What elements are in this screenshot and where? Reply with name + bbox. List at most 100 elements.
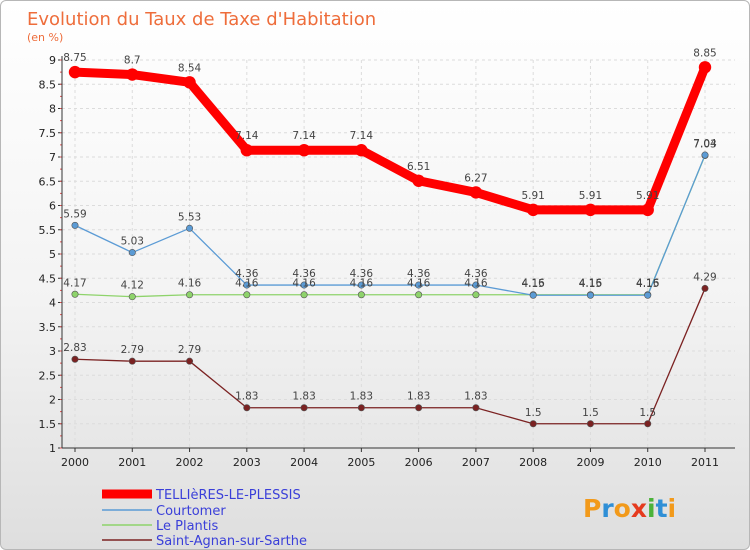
legend-label-1: Courtomer xyxy=(156,504,226,519)
series-0-label-5: 7.14 xyxy=(350,130,374,142)
series-3-point-6 xyxy=(415,404,423,412)
series-line-2 xyxy=(74,154,706,298)
series-line-3 xyxy=(74,287,706,425)
series-1-label-8: 4.15 xyxy=(521,278,544,290)
series-1-label-5: 4.36 xyxy=(350,268,374,280)
series-1-label-10: 4.15 xyxy=(636,278,659,290)
series-1-point-10 xyxy=(644,291,652,299)
series-0-point-10 xyxy=(641,203,654,217)
series-2-label-6: 4.16 xyxy=(407,278,431,290)
y-tick-label-14: 8 xyxy=(49,103,56,116)
series-3-point-7 xyxy=(472,404,480,412)
series-3-point-8 xyxy=(529,420,537,428)
series-2-label-9: 4.16 xyxy=(579,278,603,290)
series-2-label-3: 4.16 xyxy=(235,278,259,290)
series-0-label-4: 7.14 xyxy=(292,130,316,142)
series-1-point-2 xyxy=(186,224,194,232)
series-2-point-6 xyxy=(415,291,423,299)
series-3-label-11: 4.29 xyxy=(693,271,716,283)
series-0-label-6: 6.51 xyxy=(407,161,430,173)
series-0-label-10: 5.91 xyxy=(636,190,659,202)
series-3-label-9: 1.5 xyxy=(582,407,599,419)
series-0-label-11: 8.85 xyxy=(693,47,716,59)
series-3-label-4: 1.83 xyxy=(292,391,315,403)
logo-letter-4: i xyxy=(647,494,656,523)
series-0-label-0: 8.75 xyxy=(63,52,86,64)
series-1-label-2: 5.53 xyxy=(178,211,201,223)
series-2-label-2: 4.16 xyxy=(178,278,202,290)
series-2-label-0: 4.17 xyxy=(63,277,86,289)
y-tick-label-3: 2.5 xyxy=(39,369,57,382)
series-0-label-2: 8.54 xyxy=(178,62,202,74)
logo-letter-1: r xyxy=(601,494,614,523)
y-tick-label-11: 6.5 xyxy=(39,175,57,188)
series-0-point-6 xyxy=(412,174,425,187)
series-1-point-6 xyxy=(415,281,423,289)
series-0-label-8: 5.91 xyxy=(521,190,544,202)
x-tick-label-7: 2007 xyxy=(462,456,490,469)
series-1-label-4: 4.36 xyxy=(292,268,316,280)
series-1-label-0: 5.59 xyxy=(63,208,86,220)
series-3-label-3: 1.83 xyxy=(235,391,258,403)
logo-letter-5: t xyxy=(656,494,668,523)
x-tick-label-5: 2005 xyxy=(347,456,375,469)
series-0-point-1 xyxy=(126,68,139,81)
series-1-label-1: 5.03 xyxy=(121,236,144,248)
series-2-point-3 xyxy=(243,291,251,299)
y-tick-label-2: 2 xyxy=(49,394,56,407)
series-3-point-10 xyxy=(644,420,652,428)
series-2-point-0 xyxy=(71,290,79,298)
series-1-point-1 xyxy=(128,249,136,257)
x-tick-label-11: 2011 xyxy=(691,456,719,469)
y-tick-label-0: 1 xyxy=(49,442,56,455)
series-2-label-8: 4.16 xyxy=(521,278,545,290)
series-3-label-1: 2.79 xyxy=(121,344,144,356)
logo-letter-3: x xyxy=(631,494,647,523)
x-tick-label-10: 2010 xyxy=(634,456,662,469)
proxiti-logo: Proxiti xyxy=(583,494,676,523)
x-tick-label-1: 2001 xyxy=(118,456,146,469)
series-0-point-9 xyxy=(584,203,597,217)
y-tick-label-10: 6 xyxy=(49,200,56,213)
series-0-point-0 xyxy=(68,65,82,79)
series-3-label-10: 1.5 xyxy=(639,407,656,419)
series-2-point-4 xyxy=(300,291,308,299)
x-tick-label-4: 2004 xyxy=(290,456,318,469)
series-0-label-3: 7.14 xyxy=(235,130,259,142)
x-tick-label-3: 2003 xyxy=(233,456,261,469)
series-0-point-3 xyxy=(240,144,254,157)
series-1-label-6: 4.36 xyxy=(407,268,431,280)
series-3-label-7: 1.83 xyxy=(464,391,487,403)
series-0-label-9: 5.91 xyxy=(579,190,602,202)
series-lines xyxy=(68,61,712,428)
y-tick-label-15: 8.5 xyxy=(39,78,57,91)
series-3-point-5 xyxy=(357,404,365,412)
series-1-label-11: 7.04 xyxy=(693,138,717,150)
series-1-point-9 xyxy=(586,291,594,299)
x-tick-label-0: 2000 xyxy=(61,456,89,469)
series-3-point-11 xyxy=(701,284,709,292)
x-tick-label-6: 2006 xyxy=(405,456,433,469)
series-1-label-3: 4.36 xyxy=(235,268,259,280)
series-0-point-11 xyxy=(698,61,712,74)
series-2-label-1: 4.12 xyxy=(121,280,144,292)
legend-label-0: TELLIèRES-LE-PLESSIS xyxy=(155,488,301,503)
x-tick-label-2: 2002 xyxy=(176,456,204,469)
series-0-point-8 xyxy=(526,203,540,217)
data-labels: 8.75 8.7 8.54 7.14 7.14 7.14 6.51 6.27 5.91 5.91 5… xyxy=(63,47,717,418)
logo-letter-0: P xyxy=(583,494,601,523)
y-axis-unit: (en %) xyxy=(27,31,63,44)
series-line-1 xyxy=(74,154,706,296)
y-tick-label-9: 5.5 xyxy=(39,224,57,237)
series-3-point-9 xyxy=(586,420,594,428)
y-tick-label-8: 5 xyxy=(49,248,56,261)
series-3-label-5: 1.83 xyxy=(350,391,373,403)
series-1-point-7 xyxy=(472,281,480,289)
grid xyxy=(62,59,735,449)
series-1-point-8 xyxy=(529,291,537,299)
x-tick-label-9: 2009 xyxy=(576,456,604,469)
series-1 xyxy=(71,151,709,299)
y-tick-label-6: 4 xyxy=(49,297,56,310)
